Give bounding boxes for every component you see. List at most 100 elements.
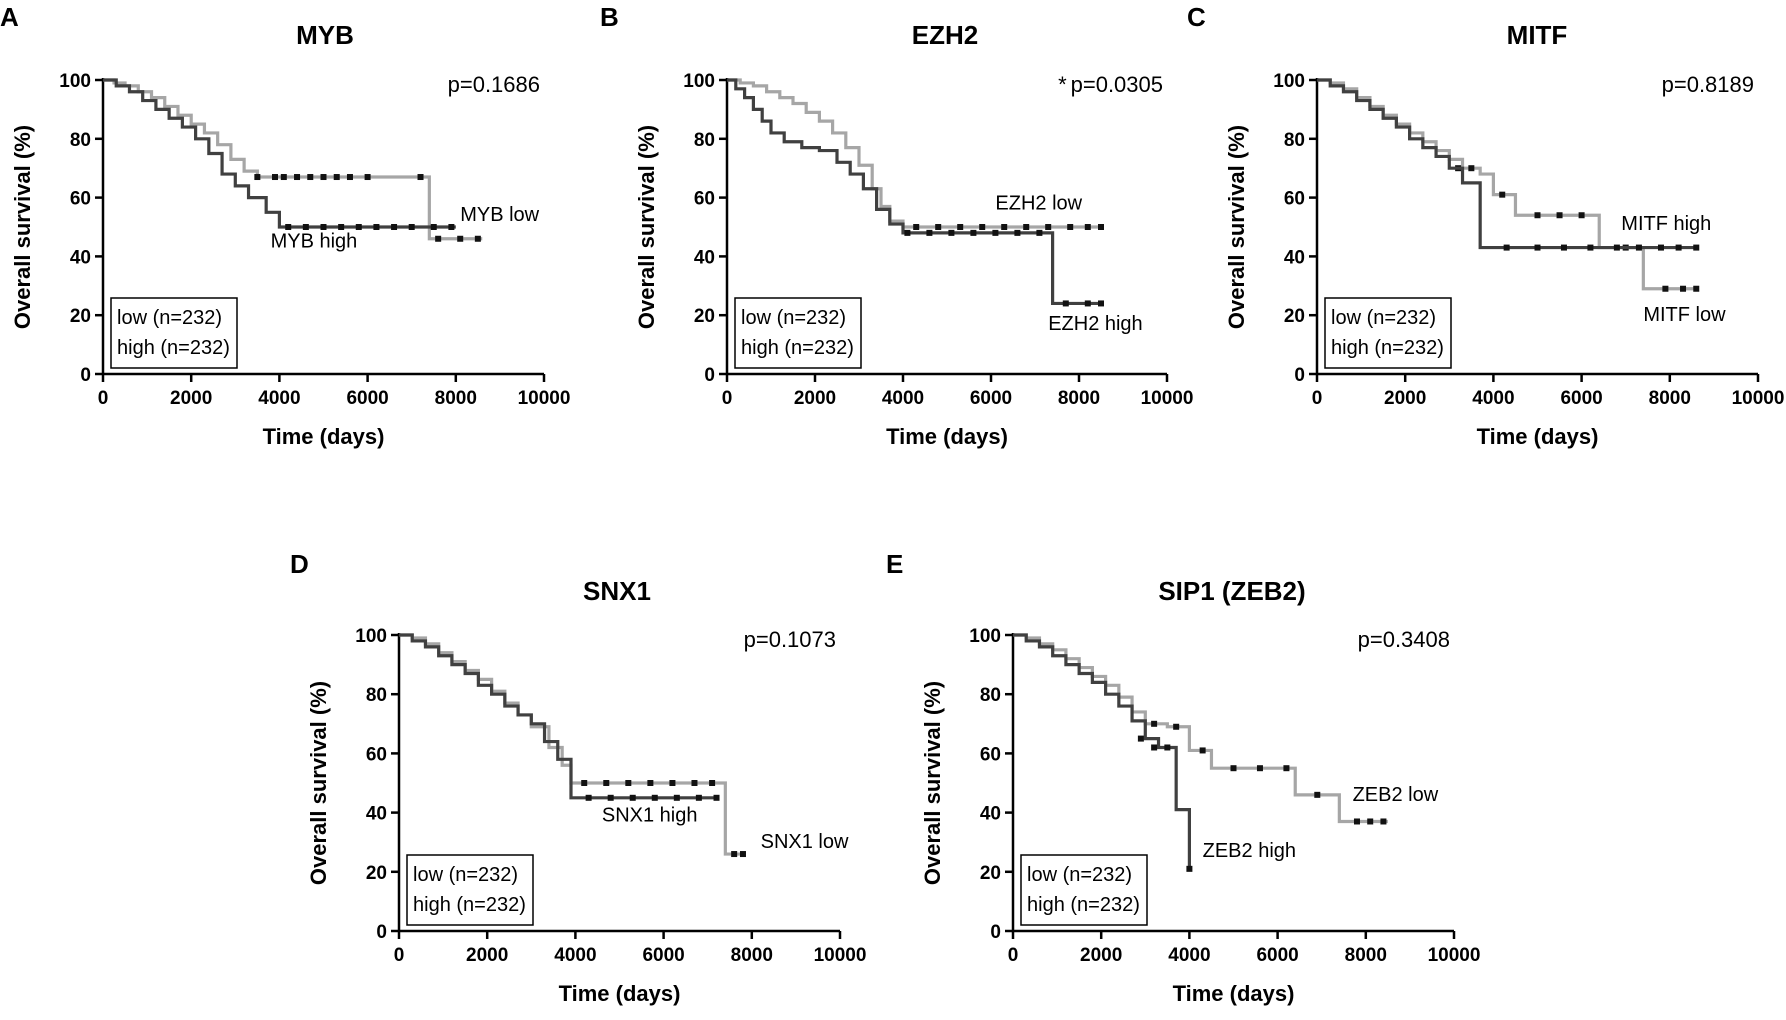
x-tick-label: 2000 [794, 388, 836, 409]
censor-mark [1151, 744, 1158, 751]
censor-mark [280, 174, 287, 181]
censor-mark [585, 794, 592, 801]
survival-curve-low [399, 633, 743, 856]
censor-mark [1499, 191, 1506, 198]
censor-mark [647, 780, 654, 786]
censor-mark [1098, 300, 1104, 307]
y-tick-label: 40 [980, 804, 1001, 825]
legend-box [406, 854, 534, 926]
panel-title: EZH2 [912, 20, 978, 50]
legend-box [1324, 297, 1452, 369]
censor-mark [739, 851, 746, 858]
censor-mark [254, 174, 261, 181]
panel-letter: B [600, 2, 619, 32]
censor-mark [430, 224, 437, 230]
x-tick-label: 6000 [1256, 945, 1298, 966]
panel-letter: E [886, 549, 903, 579]
curve-label: MITF low [1643, 304, 1726, 326]
legend-entry-high: high (n=232) [117, 337, 230, 359]
censor-mark [904, 229, 911, 236]
x-tick-label: 0 [394, 945, 405, 966]
x-tick-label: 0 [722, 388, 733, 409]
p-value: p=0.1073 [744, 627, 836, 652]
survival-curve-low [1317, 78, 1697, 291]
x-tick-label: 4000 [258, 388, 300, 409]
censor-mark [355, 224, 362, 230]
survival-curve-low [103, 78, 483, 241]
survival-curve-low [727, 78, 1101, 229]
censor-mark [926, 229, 933, 236]
censor-mark [1186, 865, 1193, 872]
survival-curve-high [727, 78, 1101, 306]
x-axis-title: Time (days) [1173, 981, 1295, 1006]
censor-mark [1468, 165, 1475, 172]
legend-box [734, 297, 862, 369]
y-tick-label: 0 [80, 365, 91, 386]
censor-mark [1045, 224, 1052, 230]
y-tick-label: 20 [366, 863, 387, 884]
censor-mark [1367, 818, 1374, 825]
censor-mark [913, 224, 920, 230]
x-tick-label: 4000 [554, 945, 596, 966]
x-tick-label: 2000 [1384, 388, 1426, 409]
censor-mark [948, 229, 955, 236]
censor-mark [320, 174, 327, 181]
x-tick-label: 4000 [882, 388, 924, 409]
censor-mark [1098, 224, 1104, 230]
legend-entry-low: low (n=232) [117, 307, 222, 329]
censor-mark [346, 174, 353, 181]
y-tick-label: 40 [1284, 247, 1305, 268]
censor-mark [1314, 791, 1321, 798]
x-tick-label: 10000 [1428, 945, 1481, 966]
y-tick-label: 0 [1294, 365, 1305, 386]
curve-label: SNX1 low [761, 831, 849, 853]
significance-star: * [1058, 72, 1067, 97]
censor-mark [1164, 744, 1171, 751]
censor-mark [1680, 285, 1687, 292]
censor-mark [581, 780, 588, 786]
censor-mark [1675, 244, 1682, 251]
censor-mark [307, 174, 314, 181]
censor-mark [1173, 723, 1180, 730]
y-tick-label: 20 [980, 863, 1001, 884]
panel-letter: C [1187, 2, 1206, 32]
x-axis-title: Time (days) [559, 981, 681, 1006]
x-tick-label: 2000 [466, 945, 508, 966]
x-axis-title: Time (days) [263, 424, 385, 449]
y-tick-label: 80 [1284, 130, 1305, 151]
censor-mark [333, 174, 340, 181]
censor-mark [1657, 244, 1664, 251]
censor-mark [935, 224, 942, 230]
panel-letter: A [0, 2, 19, 32]
censor-mark [673, 794, 680, 801]
x-axis-title: Time (days) [1477, 424, 1599, 449]
censor-mark [1014, 229, 1021, 236]
censor-mark [1534, 244, 1541, 251]
y-tick-label: 100 [355, 626, 387, 647]
survival-curve-high [103, 78, 456, 229]
panel-d: D SNX1 0 20 40 60 80 100 0 2000 4000 6000 8000 10000 T… [290, 549, 866, 1006]
panel-letter: D [290, 549, 309, 579]
y-axis-title: Overall survival (%) [306, 681, 331, 885]
x-tick-label: 6000 [1560, 388, 1602, 409]
censor-mark [1283, 765, 1290, 772]
censor-mark [1001, 224, 1008, 230]
censor-mark [992, 229, 999, 236]
legend-box [1020, 854, 1148, 926]
survival-curve-high [1013, 633, 1192, 871]
y-tick-label: 60 [694, 189, 715, 210]
legend-entry-high: high (n=232) [413, 894, 526, 916]
censor-mark [1693, 244, 1700, 251]
x-tick-label: 2000 [1080, 945, 1122, 966]
censor-mark [1256, 765, 1263, 772]
censor-mark [448, 224, 455, 230]
censor-mark [1062, 300, 1069, 307]
censor-mark [731, 851, 738, 858]
x-tick-label: 10000 [518, 388, 571, 409]
p-value: p=0.3408 [1358, 627, 1450, 652]
censor-mark [1036, 229, 1043, 236]
y-tick-label: 60 [1284, 189, 1305, 210]
curve-label: ZEB2 low [1353, 784, 1439, 806]
x-tick-label: 6000 [346, 388, 388, 409]
y-tick-label: 100 [969, 626, 1001, 647]
